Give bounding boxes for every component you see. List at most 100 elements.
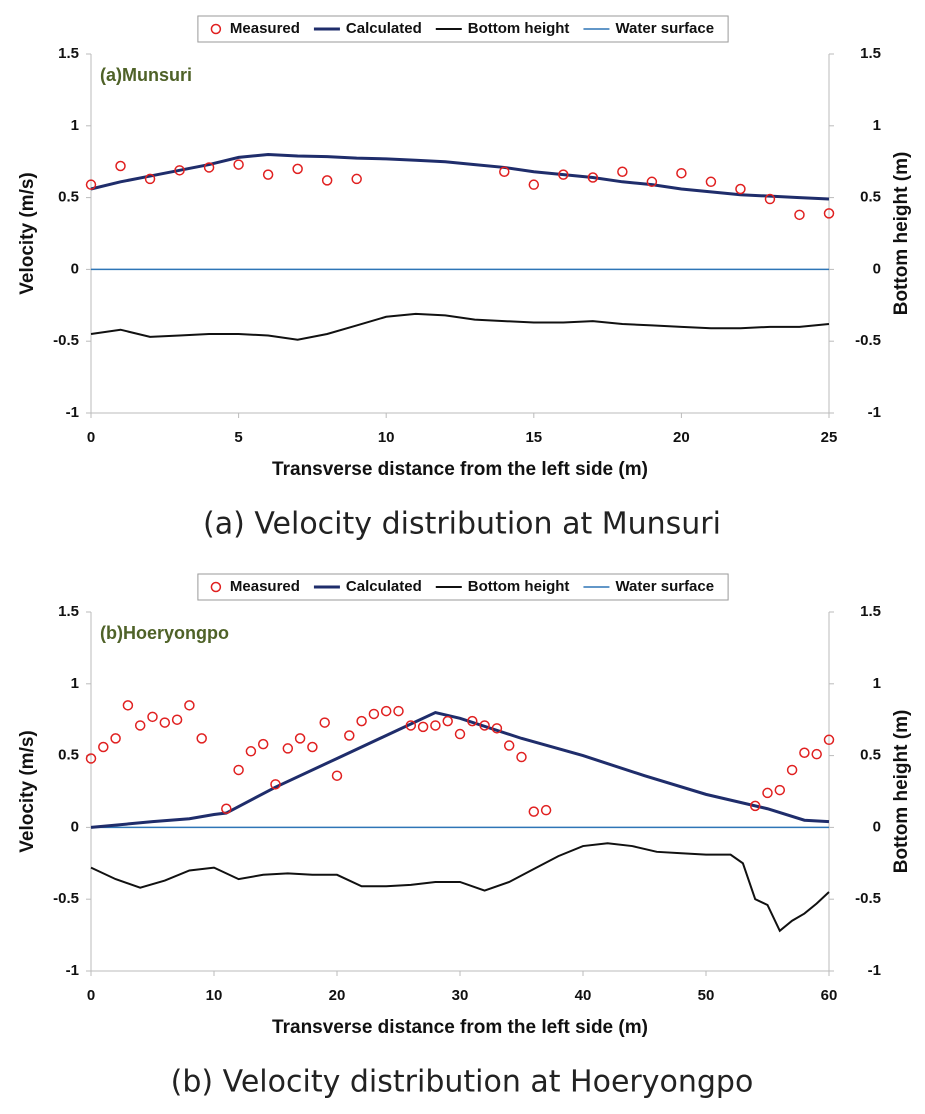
legend-label: Calculated — [346, 578, 422, 595]
measured-point — [245, 746, 257, 757]
y2-tick-label: 0 — [873, 818, 881, 835]
x-tick-label: 20 — [673, 429, 690, 446]
measured-point — [774, 784, 786, 796]
measured-point — [735, 183, 746, 195]
x-tick-label: 30 — [452, 987, 469, 1004]
measured-point — [799, 747, 810, 758]
measured-point — [676, 167, 687, 179]
panel-label: (a)Munsuri — [100, 65, 192, 85]
measured-point — [221, 803, 232, 814]
legend-box — [197, 573, 729, 601]
measured-point — [499, 166, 510, 178]
panel-label: (b)Hoeryongpo — [100, 623, 229, 643]
y2-tick-label: 1 — [873, 117, 881, 134]
x-axis-label: Transverse distance from the left side (… — [272, 1017, 648, 1038]
measured-point — [794, 209, 805, 221]
legend-label: Water surface — [615, 20, 714, 37]
series-line — [90, 842, 830, 933]
y2-tick-label: 1.5 — [860, 603, 881, 620]
y2-tick-label: -1 — [868, 404, 881, 421]
y-tick-label: -1 — [66, 404, 79, 421]
measured-point — [479, 720, 490, 731]
x-tick-label: 50 — [698, 987, 715, 1004]
measured-point — [786, 764, 798, 776]
legend: Measured Calculated Bottom height Water sur… — [197, 15, 729, 43]
series-line — [90, 312, 830, 341]
measured-point — [491, 723, 503, 734]
measured-point — [134, 720, 146, 731]
measured-point — [294, 733, 306, 744]
y2-tick-label: -0.5 — [855, 332, 881, 349]
measured-point — [705, 176, 717, 188]
y-tick-label: 1 — [71, 675, 79, 692]
measured-point — [196, 733, 207, 744]
measured-point — [233, 159, 244, 170]
legend-box — [197, 15, 729, 43]
x-tick-label: 0 — [87, 429, 95, 446]
y-axis-label: Velocity (m/s) — [17, 172, 38, 295]
measured-point — [331, 770, 343, 781]
measured-point — [85, 753, 97, 764]
x-tick-label: 10 — [206, 987, 223, 1004]
measured-point — [503, 740, 515, 751]
series-line — [90, 153, 830, 201]
legend-marker — [210, 581, 222, 593]
measured-point — [110, 733, 121, 744]
measured-point — [617, 166, 628, 178]
y2-tick-label: 0.5 — [860, 189, 881, 206]
x-tick-label: 10 — [378, 429, 395, 446]
measured-point — [292, 163, 303, 175]
x-axis-label: Transverse distance from the left side (… — [272, 459, 648, 480]
y-tick-label: 0 — [71, 260, 79, 277]
measured-point — [85, 179, 97, 190]
measured-point — [764, 193, 776, 205]
measured-point — [587, 172, 599, 183]
legend-label: Measured — [230, 578, 300, 595]
measured-point — [270, 779, 281, 790]
measured-point — [405, 720, 417, 731]
y-tick-label: 1.5 — [58, 45, 79, 62]
series-line — [90, 710, 830, 829]
measured-point — [351, 173, 362, 185]
legend-marker — [210, 23, 222, 35]
measured-point — [184, 700, 195, 711]
y-tick-label: -0.5 — [53, 890, 79, 907]
measured-point — [203, 162, 215, 173]
measured-point — [393, 705, 404, 717]
measured-point — [646, 176, 658, 188]
x-tick-label: 0 — [87, 987, 95, 1004]
x-tick-label: 20 — [329, 987, 346, 1004]
caption: (a) Velocity distribution at Munsuri — [203, 507, 721, 542]
measured-point — [321, 175, 333, 186]
y2-tick-label: 0 — [873, 260, 881, 277]
legend-label: Bottom height — [468, 20, 570, 37]
measured-point — [368, 708, 380, 720]
measured-point — [528, 179, 540, 190]
x-tick-label: 25 — [821, 429, 838, 446]
x-tick-label: 5 — [234, 429, 242, 446]
measured-point — [516, 751, 527, 763]
measured-point — [528, 806, 540, 817]
y-tick-label: 1.5 — [58, 603, 79, 620]
measured-point — [115, 160, 126, 172]
measured-point — [233, 764, 244, 776]
y-tick-label: 0.5 — [58, 189, 79, 206]
measured-point — [454, 728, 466, 740]
caption: (b) Velocity distribution at Hoeryongpo — [171, 1065, 754, 1100]
y-tick-label: 1 — [71, 117, 79, 134]
measured-point — [380, 705, 392, 717]
legend-label: Calculated — [346, 20, 422, 37]
legend-label: Bottom height — [468, 578, 570, 595]
measured-point — [307, 741, 318, 753]
measured-point — [762, 787, 773, 799]
y-tick-label: -1 — [66, 962, 79, 979]
legend-label: Water surface — [615, 578, 714, 595]
measured-point — [262, 169, 274, 180]
measured-point — [282, 743, 294, 754]
measured-point — [257, 738, 269, 750]
measured-point — [159, 717, 171, 728]
measured-point — [442, 715, 453, 727]
y2-tick-label: -0.5 — [855, 890, 881, 907]
measured-point — [144, 173, 156, 185]
measured-point — [356, 715, 367, 727]
